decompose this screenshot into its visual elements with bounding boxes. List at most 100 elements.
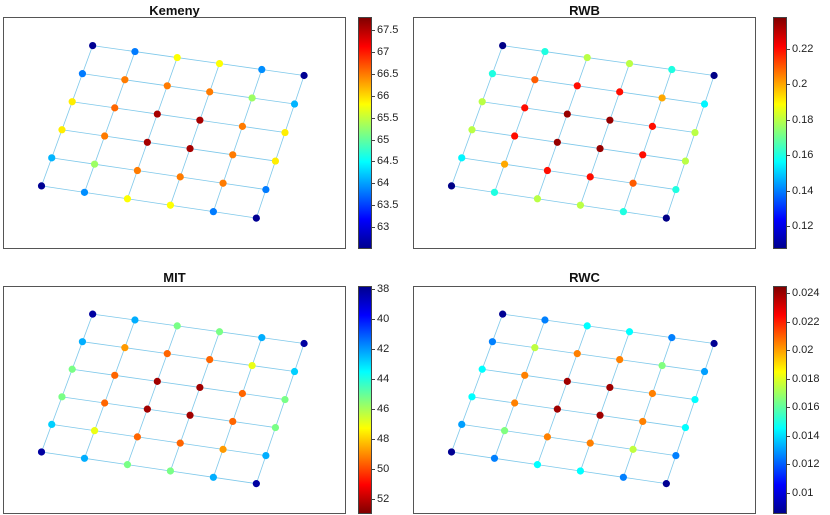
colorbar-tick-label: 66 xyxy=(371,89,390,102)
graph-node xyxy=(248,94,256,102)
graph-edge xyxy=(146,381,158,410)
graph-edge xyxy=(170,176,181,206)
graph-edge xyxy=(157,380,200,388)
graph-edge xyxy=(72,101,115,109)
graph-edge xyxy=(580,442,591,472)
graph-node xyxy=(143,138,151,146)
colorbar-tick-label: 0.22 xyxy=(786,42,814,55)
graph-node xyxy=(576,467,585,475)
graph-edge xyxy=(576,325,588,354)
graph-edge xyxy=(252,365,295,372)
graph-node xyxy=(511,399,519,407)
graph-node xyxy=(300,71,308,80)
colorbar-tick-label: 0.022 xyxy=(787,315,820,328)
graph-node xyxy=(606,116,614,124)
graph-edge xyxy=(580,204,624,213)
graph-edge xyxy=(114,347,126,376)
colorbar-tick-label: 0.12 xyxy=(786,219,814,232)
graph-node xyxy=(662,214,670,222)
graph-edge xyxy=(665,189,677,219)
graph-node xyxy=(447,182,456,190)
graph-edge xyxy=(461,424,505,432)
graph-edge xyxy=(502,45,546,52)
graph-edge xyxy=(619,63,630,93)
graph-edge xyxy=(580,470,624,478)
graph-edge xyxy=(524,347,536,376)
graph-edge xyxy=(632,154,644,184)
graph-edge xyxy=(629,63,672,70)
graph-edge xyxy=(665,455,677,484)
graph-node xyxy=(625,59,634,68)
graph-node xyxy=(163,82,171,90)
graph-node xyxy=(583,322,591,330)
graph-edge xyxy=(642,393,653,422)
graph-edge xyxy=(61,369,73,397)
graph-node xyxy=(89,42,97,50)
colorbar-tick-label: 0.02 xyxy=(786,344,814,357)
graph-node xyxy=(658,361,666,370)
graph-edge xyxy=(222,421,234,450)
graph-node xyxy=(163,350,171,358)
graph-node xyxy=(111,371,119,379)
colorbar-tick-label: 38 xyxy=(371,283,390,295)
graph-edge xyxy=(599,414,643,422)
graph-edge xyxy=(82,313,94,342)
graph-edge xyxy=(671,337,715,344)
graph-edge xyxy=(694,103,705,133)
graph-edge xyxy=(255,455,267,484)
colorbar-tick-label: 63 xyxy=(371,221,390,234)
graph-node xyxy=(478,98,486,106)
graph-edge xyxy=(502,313,545,321)
graph-edge xyxy=(492,45,504,74)
graph-edge xyxy=(590,176,634,184)
graph-edge xyxy=(451,157,463,187)
graph-edge xyxy=(482,368,525,376)
graph-edge xyxy=(156,85,168,115)
graph-edge xyxy=(537,198,581,206)
graph-edge xyxy=(242,97,253,127)
graph-edge xyxy=(557,408,601,416)
graph-edge xyxy=(251,69,263,99)
graph-edge xyxy=(84,430,95,459)
graph-edge xyxy=(662,97,705,105)
graph-node xyxy=(206,88,214,96)
graph-node xyxy=(619,473,627,481)
graph-node xyxy=(521,104,529,112)
graph-edge xyxy=(94,135,106,165)
graph-edge xyxy=(223,448,266,456)
graph-node xyxy=(658,94,666,102)
graph-edge xyxy=(537,464,581,472)
colorbar-tick-label: 67.5 xyxy=(371,24,399,37)
colorbar-tick-label: 40 xyxy=(371,313,390,325)
graph-node xyxy=(58,126,66,134)
graph-node xyxy=(619,208,627,216)
graph-edge xyxy=(461,396,473,425)
graph-node xyxy=(248,361,256,370)
colorbar xyxy=(358,286,372,514)
graph-node xyxy=(490,188,499,196)
graph-node xyxy=(500,160,509,168)
graph-node xyxy=(143,405,151,413)
colorbar-tick-label: 44 xyxy=(371,373,390,385)
graph-node xyxy=(553,138,561,146)
graph-edge xyxy=(275,132,286,162)
graph-edge xyxy=(567,380,610,388)
chart-title: Kemeny xyxy=(149,3,200,18)
graph-edge xyxy=(189,387,201,416)
graph-edge xyxy=(294,343,305,372)
graph-edge xyxy=(642,126,653,155)
graph-node xyxy=(153,110,161,118)
graph-node xyxy=(290,367,299,376)
graph-edge xyxy=(251,337,263,366)
graph-edge xyxy=(471,396,515,404)
graph-edge xyxy=(284,371,295,400)
graph-node xyxy=(78,70,87,78)
graph-edge xyxy=(212,449,224,478)
graph-edge xyxy=(481,73,493,102)
graph-edge xyxy=(704,75,715,105)
graph-edge xyxy=(104,375,116,404)
chart-title: RWC xyxy=(569,270,600,285)
graph-node xyxy=(121,76,129,84)
graph-node xyxy=(271,157,280,165)
graph-edge xyxy=(134,319,178,327)
